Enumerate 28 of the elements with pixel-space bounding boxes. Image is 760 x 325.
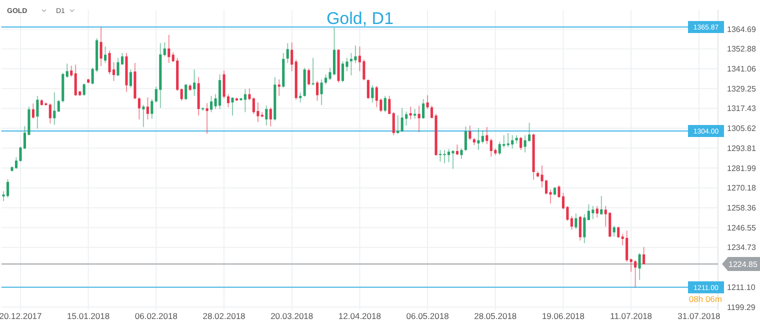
chart-title: Gold, D1	[326, 9, 394, 28]
x-tick-label: 31.07.2018	[678, 311, 720, 321]
y-tick-label: 1293.81	[727, 144, 756, 153]
x-tick-label: 11.07.2018	[610, 311, 652, 321]
x-tick-label: 20.03.2018	[270, 311, 314, 321]
annotation: 08h 06m	[688, 294, 722, 304]
y-tick-label: 1211.10	[727, 282, 756, 292]
y-tick-label: 1352.88	[727, 44, 756, 54]
x-tick-label: 12.04.2018	[338, 311, 382, 321]
y-tick-label: 1246.55	[727, 223, 756, 232]
y-tick-label: 1329.25	[727, 84, 756, 94]
y-tick-label: 1199.29	[727, 302, 756, 312]
y-tick-label: 1258.36	[727, 204, 756, 213]
y-tick-label: 1305.62	[727, 124, 756, 134]
y-tick-label: 1317.43	[727, 104, 756, 114]
y-tick-label: 1270.18	[727, 184, 756, 193]
y-tick-label: 1234.73	[727, 243, 756, 252]
y-tick-label: 1341.06	[727, 64, 756, 74]
x-tick-label: 15.01.2018	[67, 311, 110, 321]
x-tick-label: 28.05.2018	[474, 311, 517, 321]
y-tick-label: 1364.69	[727, 24, 756, 34]
x-tick-label: 06.05.2018	[406, 311, 450, 321]
x-tick-label: 28.02.2018	[202, 311, 246, 321]
x-tick-label: 19.06.2018	[542, 311, 585, 321]
y-tick-label: 1281.99	[727, 164, 756, 173]
x-tick-label: 20.12.2017	[0, 311, 42, 321]
x-tick-label: 06.02.2018	[134, 311, 178, 321]
ref-line-label: 1224.85	[728, 260, 758, 269]
